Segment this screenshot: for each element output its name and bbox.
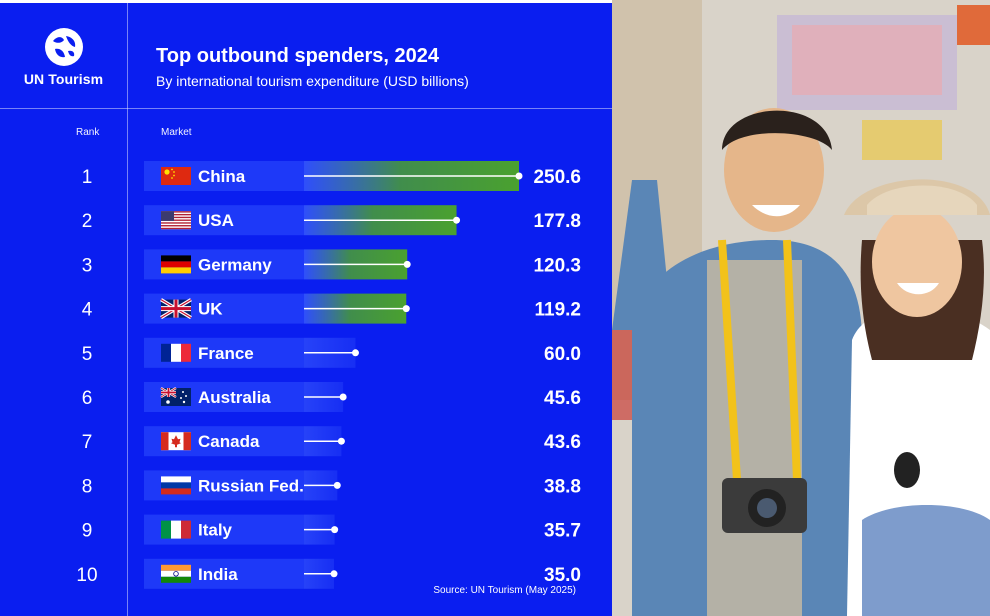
market-label: France [198,344,254,363]
china-flag-icon [161,167,191,185]
market-label: Germany [198,255,272,274]
value-label: 250.6 [533,167,581,188]
market-label: Russian Fed. [198,476,304,495]
germany-flag-icon [161,255,191,274]
un-tourism-globe-icon [44,28,83,66]
market-label: UK [198,300,223,319]
rank-label: 1 [82,167,93,188]
value-label: 35.0 [544,565,581,586]
rank-label: 2 [82,211,93,232]
market-label: Australia [198,388,271,407]
source-note: Source: UN Tourism (May 2025) [433,585,576,596]
value-label: 43.6 [544,432,581,453]
un-tourism-logo: UN Tourism [0,27,127,87]
india-flag-icon [161,564,191,583]
value-label: 38.8 [544,476,581,497]
market-label: Canada [198,432,260,451]
market-label: India [198,565,238,584]
chart-title: Top outbound spenders, 2024 [156,45,439,67]
value-label: 177.8 [533,211,581,232]
value-label: 45.6 [544,388,581,409]
rank-label: 7 [82,432,93,453]
value-label: 60.0 [544,344,581,365]
rank-label: 9 [82,521,93,542]
rank-label: 10 [76,565,97,586]
bar-end-dot [331,526,339,534]
bar-end-dot [339,393,347,401]
france-flag-icon [161,343,191,362]
value-label: 120.3 [533,255,581,276]
market-label: China [198,167,246,186]
usa-flag-icon [161,211,191,230]
bar-end-dot [402,305,410,313]
bar-end-dot [515,172,523,180]
chart-panel: UN Tourism Top outbound spenders, 2024 B… [0,3,612,616]
rank-column-header: Rank [76,127,100,138]
italy-flag-icon [161,520,191,539]
bar-chart: 1 China 250.6 2 USA 177.8 3 Germany 120.3 4 UK 119.… [76,161,582,589]
rank-label: 6 [82,388,93,409]
value-label: 35.7 [544,521,581,542]
chart-subtitle: By international tourism expenditure (US… [156,73,469,89]
bar-end-dot [403,260,411,268]
canada-flag-icon [161,432,191,451]
australia-flag-icon [160,387,191,406]
bar-end-dot [453,216,461,224]
rank-label: 8 [82,476,93,497]
tourist-couple-photo [612,0,990,616]
russia-flag-icon [161,476,191,495]
uk-flag-icon [160,298,192,320]
value-label: 119.2 [535,300,582,321]
rank-label: 4 [82,300,93,321]
rank-label: 3 [82,255,93,276]
bar-end-dot [333,481,341,489]
market-label: USA [198,211,234,230]
divider-vertical [127,3,128,616]
bar-end-dot [337,437,345,445]
bar-end-dot [330,570,338,578]
bar-end-dot [351,349,359,357]
logo-text: UN Tourism [23,71,104,87]
photo-illustration [612,0,990,616]
divider-horizontal [0,108,612,109]
rank-label: 5 [82,344,93,365]
market-column-header: Market [161,127,192,138]
market-label: Italy [198,521,233,540]
